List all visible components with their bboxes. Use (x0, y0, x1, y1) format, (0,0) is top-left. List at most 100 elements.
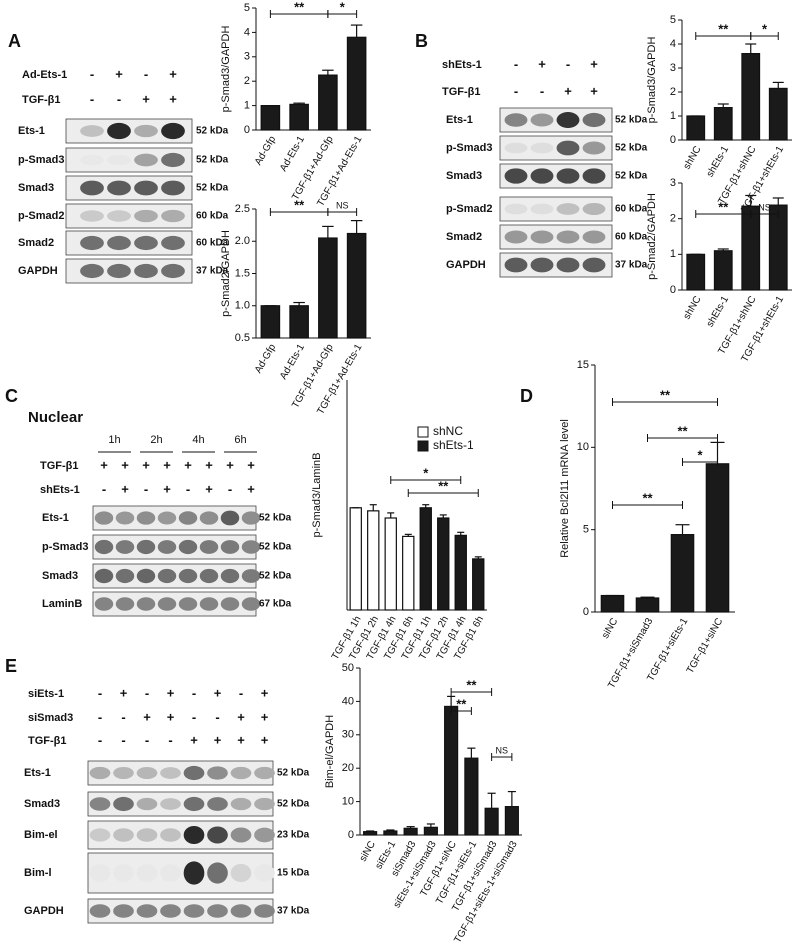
bar (363, 831, 378, 836)
blot-size: 67 kDa (259, 599, 292, 610)
blot-band (113, 766, 134, 780)
y-tick-label: 0 (670, 134, 676, 146)
blot-band (504, 168, 528, 184)
treatment-sign: + (163, 481, 171, 496)
y-tick-label: 1.0 (235, 300, 250, 312)
blot-label: Ets-1 (18, 125, 45, 137)
blot-band (160, 904, 181, 918)
blot-label: Smad2 (18, 237, 54, 249)
treatment-sign: + (538, 56, 546, 71)
blot-band (94, 568, 114, 584)
blot-size: 52 kDa (259, 513, 292, 524)
blot-size: 52 kDa (615, 143, 648, 154)
bar (472, 558, 485, 611)
treatment-label: shEts-1 (442, 59, 482, 71)
blot-band (207, 904, 228, 918)
legend-swatch (417, 426, 429, 438)
blot-band (504, 142, 528, 154)
y-axis-label: p-Smad3/GAPDH (220, 26, 232, 113)
treatment-sign: - (168, 732, 172, 747)
blot-band (582, 257, 606, 273)
blot-label: GAPDH (24, 905, 64, 917)
blot-band (160, 828, 181, 842)
blot-label: Smad3 (446, 170, 482, 182)
x-tick-label: shNC (682, 294, 704, 321)
blot-band (220, 510, 240, 526)
y-tick-label: 1 (244, 100, 250, 112)
blot-band (161, 152, 185, 168)
blot-band (160, 864, 181, 882)
treatment-sign: + (214, 685, 222, 700)
y-tick-label: 20 (342, 762, 354, 774)
y-axis-label: p-Smad3/GAPDH (646, 37, 658, 124)
blot-band (94, 597, 114, 611)
treatment-sign: + (167, 709, 175, 724)
blot-band (254, 864, 275, 882)
treatment-sign: - (145, 685, 149, 700)
blot-band (113, 796, 134, 812)
bar (713, 106, 733, 141)
blot-band (183, 765, 205, 781)
blot-band (504, 203, 528, 215)
treatment-sign: + (169, 91, 177, 106)
treatment-sign: + (247, 481, 255, 496)
bar (437, 517, 450, 611)
blot-band (178, 539, 198, 555)
x-tick-label: shEts-1 (705, 294, 732, 329)
blot-band (161, 122, 185, 140)
bar (444, 705, 459, 836)
x-tick-label: siNC (600, 616, 620, 640)
y-axis-label: p-Smad3/LaminB (311, 453, 323, 538)
bar (484, 807, 499, 836)
significance-label: ** (718, 21, 729, 36)
blot-band (89, 766, 111, 780)
treatment-sign: - (98, 732, 102, 747)
blot-band (113, 904, 134, 918)
bar (686, 115, 706, 141)
treatment-sign: + (205, 481, 213, 496)
bar (346, 232, 367, 339)
y-tick-label: 0.5 (235, 332, 250, 344)
blot-band (115, 568, 135, 584)
treatment-sign: + (237, 709, 245, 724)
significance-label: * (423, 465, 429, 480)
blot-band (89, 797, 111, 811)
y-tick-label: 5 (244, 2, 250, 14)
blot-band (582, 112, 606, 128)
blot-band (504, 257, 528, 273)
blot-size: 60 kDa (196, 211, 229, 222)
significance-label: ** (677, 423, 688, 438)
blot-band (230, 827, 252, 843)
x-tick-label: Ad-Ets-1 (278, 342, 307, 382)
blot-band (107, 210, 131, 222)
blot-band (80, 235, 104, 251)
treatment-sign: - (566, 56, 570, 71)
blot-label: p-Smad3 (18, 154, 64, 166)
bar (349, 507, 362, 611)
treatment-label: siEts-1 (28, 688, 64, 700)
treatment-sign: - (144, 481, 148, 496)
y-axis-label: Bim-el/GAPDH (324, 715, 336, 788)
blot-band (220, 540, 240, 554)
blot-label: Bim-l (24, 867, 52, 879)
blot-band (178, 568, 198, 584)
bar (705, 463, 730, 613)
blot-band (183, 796, 205, 812)
y-axis-label: p-Smad2/GAPDH (220, 230, 232, 317)
y-tick-label: 0 (348, 829, 354, 841)
y-tick-label: 4 (670, 38, 676, 50)
bar (260, 104, 281, 131)
blot-band (530, 168, 554, 184)
treatment-sign: + (261, 732, 269, 747)
blot-band (80, 125, 104, 137)
blot-label: p-Smad3 (446, 142, 492, 154)
bar (384, 517, 397, 611)
blot-size: 52 kDa (196, 155, 229, 166)
blot-band (254, 797, 275, 811)
blot-band (134, 263, 158, 279)
blot-band (113, 828, 134, 842)
x-tick-label: siNC (358, 839, 378, 863)
y-tick-label: 10 (577, 441, 589, 453)
y-tick-label: 15 (577, 359, 589, 371)
blot-band (107, 122, 131, 140)
